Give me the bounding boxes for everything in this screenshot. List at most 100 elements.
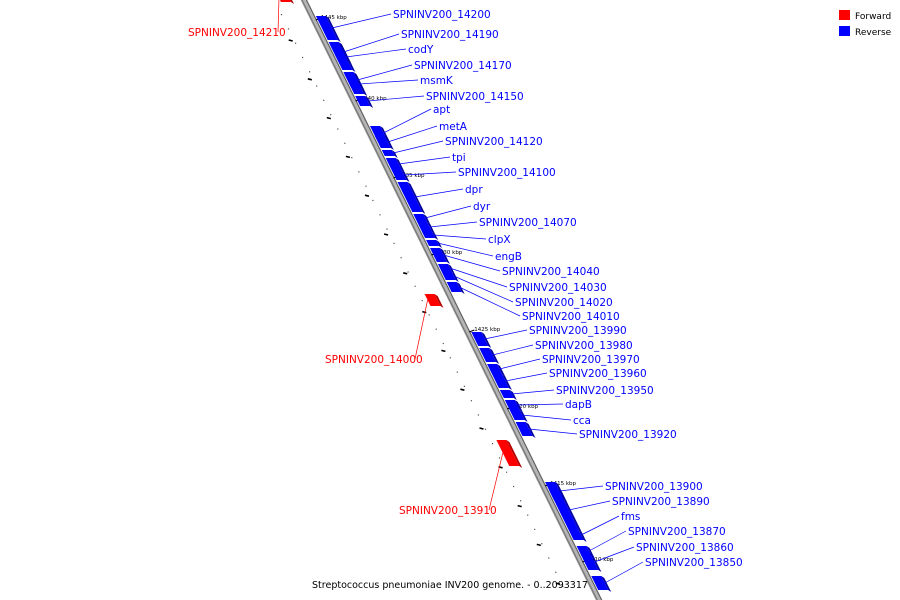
gene-leader-line: [345, 48, 407, 58]
gene-label[interactable]: SPNINV200_14000: [325, 354, 423, 366]
gene-label[interactable]: SPNINV200_13860: [636, 542, 734, 554]
gene-label[interactable]: tpi: [452, 152, 466, 164]
minor-tick-dot: [548, 557, 550, 559]
forward-gene-block[interactable]: [277, 0, 291, 2]
reverse-gene-block[interactable]: [329, 44, 353, 70]
reverse-gene-block[interactable]: [576, 546, 592, 556]
gene-label[interactable]: SPNINV200_13920: [579, 429, 677, 441]
gene-label[interactable]: SPNINV200_14100: [458, 167, 556, 179]
reverse-gene-block[interactable]: [391, 170, 407, 180]
reverse-gene-block[interactable]: [417, 222, 433, 232]
forward-gene-block[interactable]: [424, 294, 441, 306]
gene-label[interactable]: msmK: [420, 75, 454, 87]
gene-label[interactable]: apt: [433, 104, 450, 116]
genome-caption: Streptococcus pneumoniae INV200 genome. …: [312, 580, 588, 591]
gene-label[interactable]: SPNINV200_13870: [628, 526, 726, 538]
minor-tick-dash: [555, 582, 561, 585]
gene-block-shade: [447, 264, 455, 274]
gene-leader-line: [484, 329, 528, 340]
reverse-gene-block[interactable]: [549, 490, 579, 530]
minor-tick-dot: [555, 571, 557, 573]
gene-block-shade: [506, 440, 523, 468]
gene-label[interactable]: SPNINV200_13980: [535, 340, 633, 352]
reverse-gene-block[interactable]: [385, 158, 402, 170]
reverse-gene-block[interactable]: [499, 390, 514, 398]
minor-tick-dash: [422, 310, 427, 314]
minor-tick-dot: [414, 285, 416, 287]
reverse-gene-block[interactable]: [509, 410, 525, 420]
gene-label[interactable]: engB: [495, 251, 522, 263]
gene-block-shade: [290, 0, 294, 4]
reverse-gene-block[interactable]: [446, 282, 462, 292]
minor-tick-dash: [364, 194, 370, 197]
gene-label[interactable]: fms: [621, 511, 640, 523]
reverse-gene-block[interactable]: [479, 348, 497, 362]
gene-label[interactable]: SPNINV200_14020: [515, 297, 613, 309]
gene-leader-line: [398, 156, 451, 165]
gene-label[interactable]: SPNINV200_14150: [426, 91, 524, 103]
reverse-gene-block[interactable]: [422, 232, 436, 238]
gene-label[interactable]: SPNINV200_13910: [399, 505, 497, 517]
minor-tick-dot: [379, 214, 381, 216]
gene-label[interactable]: SPNINV200_13990: [529, 325, 627, 337]
gene-label[interactable]: cca: [573, 415, 591, 427]
gene-leader-line: [277, 0, 280, 33]
minor-tick-dot: [484, 428, 487, 430]
gene-label[interactable]: SPNINV200_14040: [502, 266, 600, 278]
gene-label[interactable]: metA: [439, 121, 468, 133]
reverse-gene-block[interactable]: [381, 150, 395, 156]
gene-label[interactable]: SPNINV200_14210: [188, 27, 286, 39]
gene-block-shade: [339, 44, 356, 72]
gene-label[interactable]: SPNINV200_13850: [645, 557, 743, 569]
gene-leader-line: [588, 530, 627, 552]
gene-label[interactable]: dapB: [565, 399, 592, 411]
gene-label[interactable]: dyr: [473, 201, 491, 213]
reverse-gene-block[interactable]: [426, 240, 439, 246]
gene-leader-line: [331, 13, 392, 29]
reverse-gene-block[interactable]: [315, 16, 338, 40]
gene-block-shade: [586, 546, 595, 558]
reverse-gene-block[interactable]: [580, 554, 599, 570]
reverse-gene-block[interactable]: [591, 576, 609, 590]
reverse-gene-block[interactable]: [515, 422, 533, 436]
reverse-gene-block[interactable]: [355, 96, 371, 106]
gene-label[interactable]: SPNINV200_14070: [479, 217, 577, 229]
minor-tick-dot: [541, 543, 543, 545]
minor-tick-dot: [407, 271, 409, 273]
gene-label[interactable]: clpX: [488, 234, 511, 246]
gene-label[interactable]: SPNINV200_14120: [445, 136, 543, 148]
reverse-gene-block[interactable]: [492, 374, 509, 388]
reverse-gene-block[interactable]: [441, 272, 456, 280]
gene-features: [277, 0, 612, 592]
gene-label[interactable]: SPNINV200_14170: [414, 60, 512, 72]
gene-label[interactable]: SPNINV200_13900: [605, 481, 703, 493]
minor-tick-dash: [383, 233, 389, 236]
reverse-gene-block[interactable]: [568, 530, 584, 540]
gene-label[interactable]: SPNINV200_13970: [542, 354, 640, 366]
reverse-gene-block[interactable]: [344, 74, 365, 94]
reverse-gene-block[interactable]: [504, 400, 520, 410]
gene-label[interactable]: codY: [408, 44, 434, 56]
gene-label[interactable]: SPNINV200_14010: [522, 311, 620, 323]
gene-label[interactable]: SPNINV200_13960: [549, 368, 647, 380]
gene-label[interactable]: SPNINV200_14190: [401, 29, 499, 41]
gene-label[interactable]: SPNINV200_14200: [393, 9, 491, 21]
minor-tick-dot: [351, 157, 353, 159]
reverse-gene-block[interactable]: [413, 214, 428, 222]
reverse-gene-block[interactable]: [430, 248, 447, 262]
gene-label[interactable]: SPNINV200_13950: [556, 385, 654, 397]
gene-label[interactable]: dpr: [465, 184, 483, 196]
gene-leader-line: [359, 79, 419, 85]
gene-leader-line: [581, 515, 620, 536]
reverse-gene-block[interactable]: [471, 332, 489, 346]
gene-label[interactable]: SPNINV200_13890: [612, 496, 710, 508]
gene-leader-line: [559, 485, 604, 492]
gene-block-shade: [590, 554, 602, 572]
minor-tick-dot: [280, 14, 283, 16]
forward-gene-block[interactable]: [496, 440, 520, 466]
reverse-gene-block[interactable]: [437, 264, 452, 272]
reverse-gene-block[interactable]: [374, 136, 391, 148]
reverse-gene-block[interactable]: [397, 182, 423, 212]
gene-label[interactable]: SPNINV200_14030: [509, 282, 607, 294]
